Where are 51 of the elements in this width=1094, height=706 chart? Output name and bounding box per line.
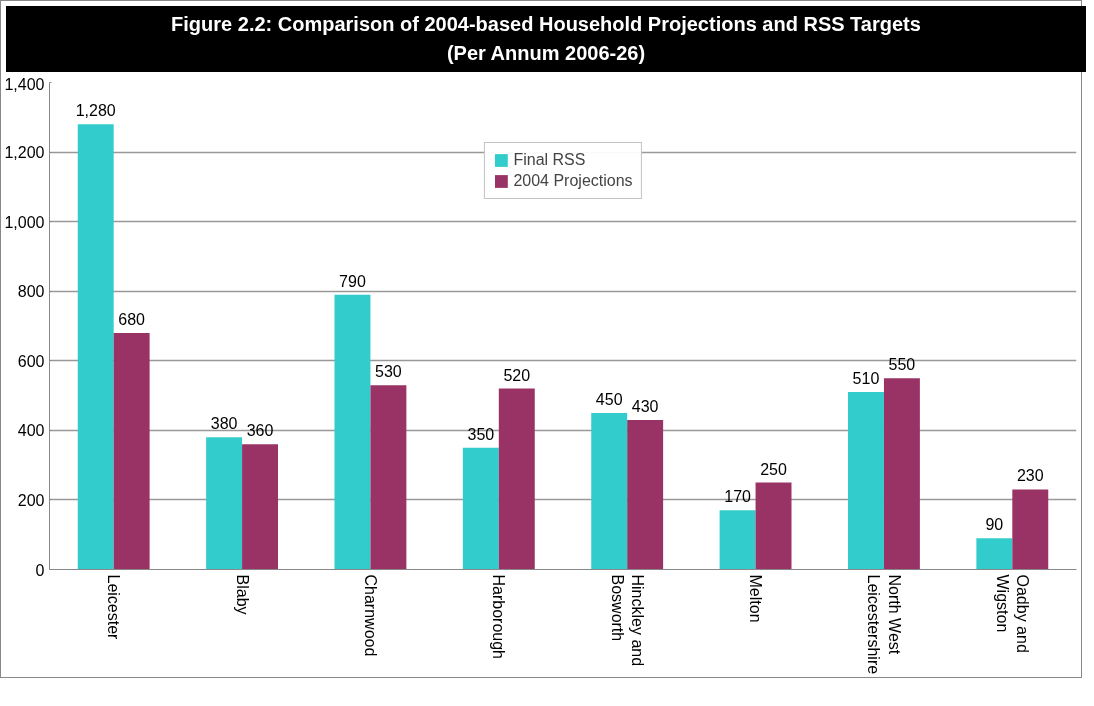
y-tick-label: 400 [17,422,45,440]
bar [206,437,243,570]
bar [242,444,279,570]
data-label: 90 [985,516,1004,534]
legend-label: 2004 Projections [513,172,633,190]
data-label: 250 [760,460,787,478]
x-tick-label: Hinckley and Bosworth [608,574,646,667]
x-tick-label: Melton [747,574,765,623]
bar [627,419,664,570]
bar [498,388,535,570]
data-label: 380 [210,415,238,433]
y-tick-label: 800 [17,283,45,301]
y-tick-label: 1,200 [4,144,45,162]
legend-label: Final RSS [513,151,586,169]
data-label: 530 [375,363,402,381]
bar [370,385,407,570]
bar [847,392,884,570]
data-label: 170 [724,488,752,506]
y-tick-label: 0 [35,561,45,579]
x-tick-label: Leicester [105,574,123,641]
x-tick-label: Harborough [490,574,508,659]
y-tick-label: 1,000 [4,213,45,231]
bar [334,294,371,570]
chart-title: Figure 2.2: Comparison of 2004-based Household Projections and RSS Targets (Per Annum 2006-26) [170,12,922,66]
data-label: 230 [1016,467,1044,485]
y-tick-label: 1,400 [4,75,45,93]
bar [591,412,628,570]
data-label: 550 [888,356,916,374]
data-label: 430 [631,397,659,415]
y-tick-label: 200 [17,491,45,509]
bar [1012,489,1049,570]
x-tick-label: Oadby and Wigston [993,574,1032,653]
bar [883,378,920,570]
y-tick-label: 600 [17,352,45,370]
data-label: 1,280 [75,102,116,120]
x-tick-label: Charnwood [361,574,379,657]
data-label: 450 [595,390,623,408]
bar [462,447,499,570]
data-label: 520 [503,366,531,384]
data-label: 790 [339,272,366,290]
data-label: 680 [118,310,146,328]
bar [719,510,756,570]
x-tick-label: Blaby [233,574,251,615]
data-label: 510 [852,370,880,388]
x-tick-label: North West Leicestershire [865,574,903,675]
bar [77,124,114,570]
data-label: 350 [467,425,495,443]
data-label: 360 [246,422,274,440]
bar [113,332,150,570]
bar [755,482,792,570]
bar [976,538,1013,570]
